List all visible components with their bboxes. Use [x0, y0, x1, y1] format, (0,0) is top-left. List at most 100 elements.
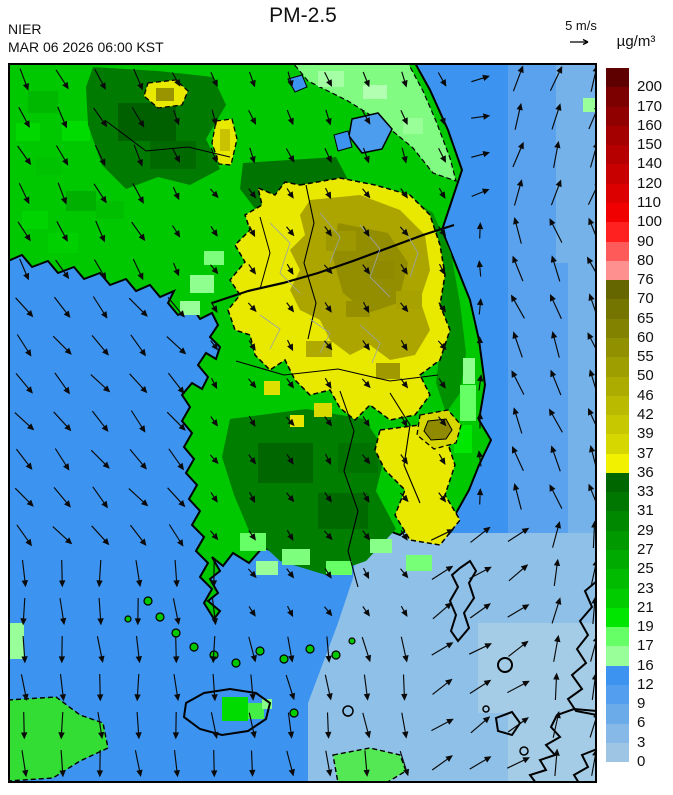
wind-arrow — [131, 221, 146, 242]
wind-arrow — [18, 182, 30, 205]
wind-arrow — [508, 564, 529, 582]
wind-arrow — [249, 147, 256, 164]
darkgreen-south-core-3 — [338, 443, 378, 473]
wind-arrow — [325, 712, 332, 739]
lightgreen-cell-e-3 — [463, 358, 475, 384]
colorbar-tick-label: 42 — [637, 406, 654, 423]
wind-scale-label: 5 m/s — [565, 18, 597, 33]
wind-arrow — [471, 188, 490, 197]
japan-coast-kyushu-1 — [528, 707, 597, 783]
wind-arrow — [400, 264, 408, 275]
sea-green-patch-sw — [8, 696, 109, 782]
colorbar-tick-label: 0 — [637, 753, 646, 770]
wind-arrow — [549, 218, 563, 243]
county-line-4 — [403, 228, 419, 278]
wind-arrow — [438, 378, 446, 389]
colorbar-tick-label: 65 — [637, 309, 654, 327]
wind-arrow — [58, 711, 65, 740]
wind-arrow — [15, 373, 33, 394]
wind-arrow — [90, 374, 111, 393]
wind-arrow — [362, 530, 371, 541]
wind-arrow — [324, 492, 332, 503]
wind-arrow — [249, 674, 256, 701]
wind-arrow — [286, 750, 295, 777]
island-dot-12 — [348, 637, 356, 645]
wind-arrow — [438, 492, 447, 503]
wind-arrow — [401, 71, 408, 88]
wind-arrow — [400, 302, 409, 313]
wind-arrow — [549, 484, 563, 509]
colorbar-segment — [606, 742, 629, 763]
wind-arrow — [166, 411, 186, 431]
wind-arrow — [550, 369, 562, 396]
colorbar-tick-label: 120 — [637, 174, 663, 192]
wind-arrow — [129, 524, 147, 546]
lightgreen-cell-w-3 — [204, 251, 224, 265]
wind-arrow — [91, 335, 109, 356]
wind-arrow — [476, 412, 484, 429]
sea-green-patch-s — [332, 747, 407, 783]
wind-arrow — [469, 603, 491, 619]
wind-arrow — [362, 225, 370, 238]
wind-arrow — [362, 264, 371, 275]
wind-arrow — [248, 71, 256, 88]
colorbar-segment — [606, 723, 629, 743]
wind-arrow — [55, 69, 69, 90]
wind-arrow — [168, 448, 184, 471]
lightgreen-cell-s-3 — [326, 561, 352, 575]
wind-arrow — [438, 263, 446, 276]
wind-arrow — [173, 674, 181, 702]
wind-arrow — [431, 755, 453, 771]
wind-arrow — [513, 217, 522, 244]
wind-arrow — [132, 183, 144, 204]
colorbar-tick-label: 19 — [637, 618, 654, 636]
colorbar-tick-label: 25 — [637, 560, 654, 578]
colorbar-unit-label: µg/m³ — [616, 33, 656, 50]
wind-arrow — [20, 597, 27, 626]
island-dot-11 — [124, 615, 132, 623]
colorbar-segment — [606, 415, 629, 435]
wind-arrow — [549, 66, 563, 91]
colorbar-segment — [606, 164, 629, 184]
yellow-cell-1 — [264, 381, 280, 395]
wind-arrow — [507, 527, 530, 542]
colorbar-tick-label: 29 — [637, 521, 654, 539]
wind-arrow — [248, 636, 257, 663]
wind-arrow — [399, 750, 410, 777]
wind-arrow — [476, 222, 484, 239]
wind-arrow — [512, 331, 523, 358]
wind-arrow — [325, 109, 332, 126]
wind-arrow — [510, 294, 525, 319]
wind-arrow — [430, 529, 455, 541]
lightgreen-cell-e-1 — [460, 385, 476, 421]
wind-arrow — [431, 718, 454, 732]
wind-arrow — [324, 302, 332, 313]
lightgreen-cell-s-5 — [406, 555, 432, 571]
wind-arrow — [476, 336, 484, 353]
colorbar-segment — [606, 607, 629, 628]
wind-arrow — [324, 377, 332, 390]
wind-arrow — [512, 407, 523, 434]
japan-islet-1 — [494, 710, 522, 737]
wind-arrow — [431, 565, 454, 580]
colorbar-tick-label: 55 — [637, 348, 654, 366]
wind-arrow — [57, 182, 67, 205]
colorbar-tick-label: 76 — [637, 271, 654, 289]
province-line-2 — [235, 360, 439, 382]
colorbar-tick-label: 3 — [637, 733, 646, 751]
wind-arrow — [210, 492, 218, 503]
wind-arrow — [285, 674, 296, 701]
page-title: PM-2.5 — [269, 4, 337, 27]
jeju-island — [182, 687, 272, 737]
lightgreen-cell-w-2 — [180, 301, 200, 315]
wind-arrow — [93, 259, 107, 280]
jeju-cell-3 — [262, 699, 272, 709]
darkgreen-south-core-2 — [318, 493, 368, 529]
wind-arrow — [476, 260, 484, 277]
wind-arrow — [471, 74, 490, 83]
wind-arrow — [324, 568, 332, 579]
wind-arrow — [437, 340, 447, 351]
wind-arrow — [19, 68, 29, 91]
wind-arrow — [17, 221, 31, 242]
colorbar-segment — [606, 704, 629, 724]
